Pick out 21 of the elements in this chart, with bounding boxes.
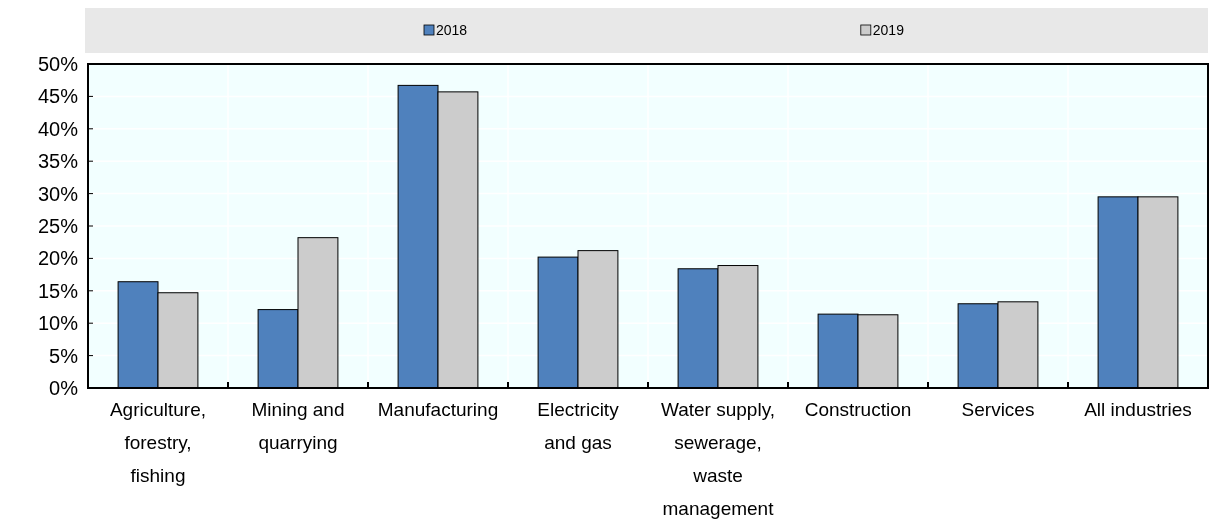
x-tick-label: Electricity and gas <box>537 399 620 453</box>
y-tick-label: 25% <box>37 215 79 237</box>
legend-label: 2018 <box>436 22 468 38</box>
y-tick-label: 10% <box>37 312 79 335</box>
x-tick-label: Manufacturing <box>377 399 499 420</box>
x-tick-label: Mining and quarrying <box>251 399 345 453</box>
x-tick-label: Construction <box>804 399 912 420</box>
y-tick-label: 0% <box>49 377 79 399</box>
y-tick-label: 50% <box>37 53 79 75</box>
y-tick-label: 40% <box>37 117 79 140</box>
y-tick-label: 30% <box>37 182 79 205</box>
x-tick-label: Agriculture, forestry, fishing <box>109 399 207 486</box>
y-tick-label: 35% <box>37 150 79 173</box>
y-tick-label: 5% <box>49 344 79 367</box>
x-tick-label: Services <box>961 399 1035 420</box>
legend-label: 2019 <box>872 22 905 38</box>
y-tick-label: 15% <box>37 279 79 302</box>
x-tick-label: Water supply, sewerage, waste management <box>660 399 776 519</box>
y-tick-label: 45% <box>37 85 79 108</box>
y-tick-label: 20% <box>37 247 79 270</box>
x-tick-label: All industries <box>1084 399 1192 420</box>
